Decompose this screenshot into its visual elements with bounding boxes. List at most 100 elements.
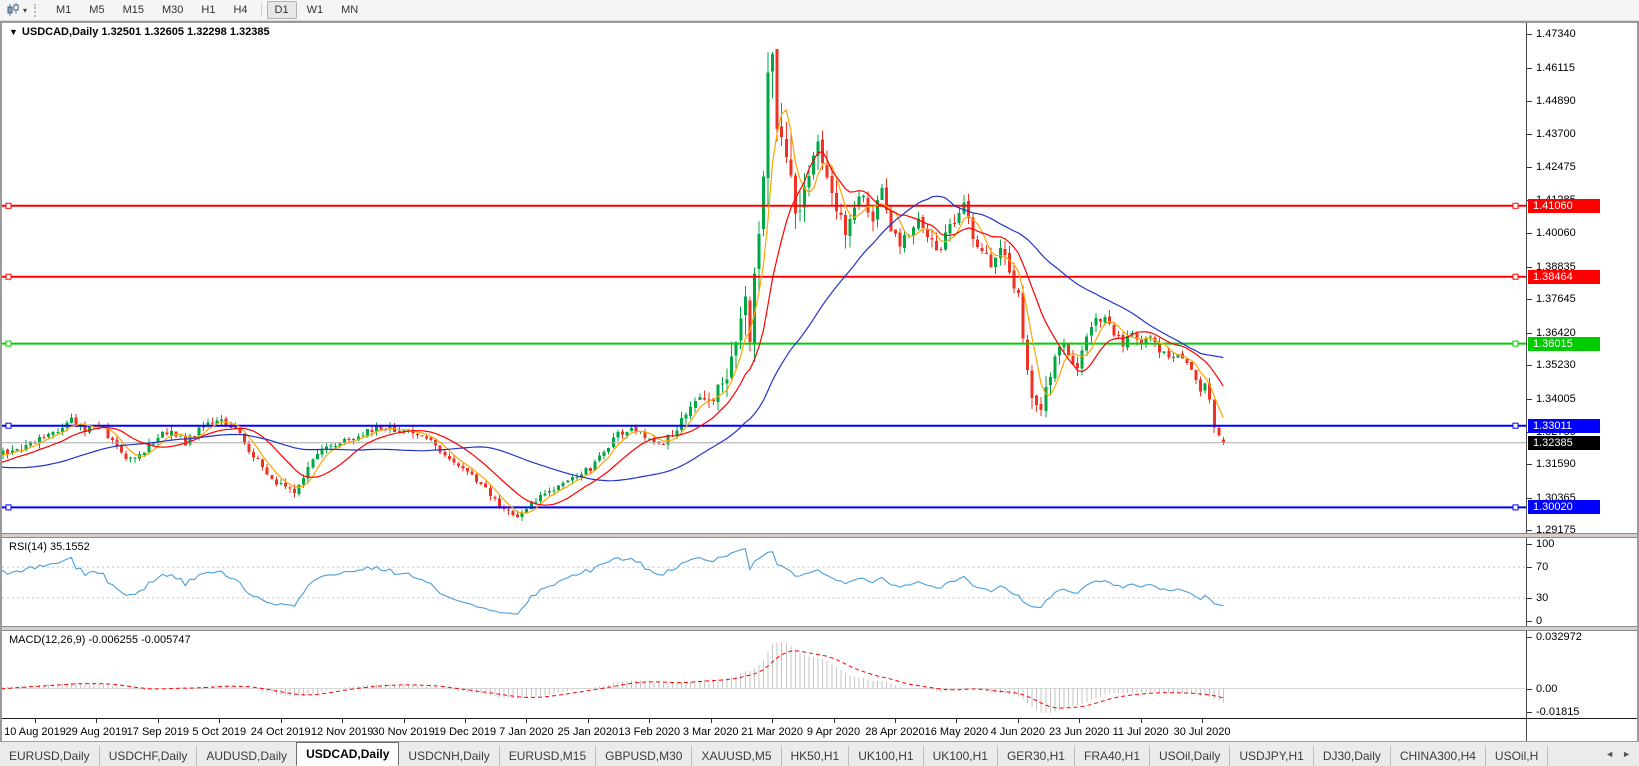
rsi-axis: 100 70 30 0 — [1526, 538, 1637, 627]
timeframe-button-w1[interactable]: W1 — [306, 4, 324, 16]
time-axis-label: 11 Jul 2020 — [1112, 726, 1169, 738]
price-axis-label: 1.44890 — [1536, 95, 1576, 108]
chart-tab-uk100-h1[interactable]: UK100,H1 — [924, 746, 998, 766]
time-axis-label: 24 Oct 2019 — [250, 726, 311, 738]
rsi-axis-tick — [1527, 621, 1532, 622]
tab-scroll-right-button[interactable]: ► — [1622, 749, 1631, 759]
price-axis-label: 1.47340 — [1536, 28, 1576, 41]
chart-tab-xauusd-m5[interactable]: XAUUSD,M5 — [692, 746, 782, 766]
macd-axis: 0.032972 0.00 -0.01815 — [1526, 631, 1637, 718]
time-axis-tick — [96, 719, 98, 723]
pane-splitter-macd[interactable] — [2, 626, 1637, 631]
time-axis: 10 Aug 2019 29 Aug 2019 17 Sep 2019 5 Oct 2… — [2, 718, 1637, 745]
chart-tab-hk50-h1[interactable]: HK50,H1 — [782, 746, 850, 766]
macd-axis-tick — [1527, 637, 1532, 639]
time-axis-label: 7 Jan 2020 — [499, 726, 554, 738]
time-axis-tick — [219, 719, 221, 723]
time-axis-label: 9 Apr 2020 — [806, 726, 861, 738]
time-axis-tick — [280, 719, 282, 723]
rsi-pane: RSI(14) 35.1552 100 70 30 0 — [2, 538, 1637, 627]
time-axis-label: 19 Dec 2019 — [433, 726, 497, 738]
chart-type-dropdown-caret-icon[interactable]: ▾ — [23, 5, 28, 15]
timeframe-button-h4[interactable]: H4 — [233, 4, 248, 16]
rsi-axis-label: 70 — [1536, 561, 1549, 574]
chart-tab-usoil-daily[interactable]: USOil,Daily — [1150, 746, 1231, 766]
time-axis-tick — [587, 719, 589, 723]
rsi-axis-tick — [1527, 597, 1532, 599]
time-axis-label: 30 Jul 2020 — [1173, 726, 1231, 738]
price-axis-tick — [1527, 167, 1532, 169]
price-axis-tick — [1527, 133, 1532, 135]
rsi-chart-canvas[interactable] — [2, 538, 1527, 626]
chart-tab-dj30-daily[interactable]: DJ30,Daily — [1314, 746, 1391, 766]
time-axis-label: 29 Aug 2019 — [65, 726, 128, 738]
chart-tab-usoil-h[interactable]: USOil,H — [1486, 746, 1549, 766]
chart-tab-eurusd-m15[interactable]: EURUSD,M15 — [500, 746, 597, 766]
price-axis-tick — [1527, 497, 1532, 499]
price-tag-hline: 1.30020 — [1528, 500, 1600, 515]
time-axis-tick — [526, 719, 528, 723]
macd-axis-tick — [1527, 688, 1532, 690]
timeframe-button-m30[interactable]: M30 — [161, 4, 184, 16]
pane-splitter-rsi[interactable] — [2, 533, 1637, 538]
timeframe-button-d1[interactable]: D1 — [266, 1, 297, 19]
chart-tab-audusd-daily[interactable]: AUDUSD,Daily — [197, 746, 298, 766]
main-price-pane: ▼ USDCAD,Daily 1.32501 1.32605 1.32298 1.… — [2, 23, 1637, 536]
chart-tab-usdchf-daily[interactable]: USDCHF,Daily — [100, 746, 198, 766]
rsi-axis-label: 100 — [1536, 538, 1555, 550]
chart-ohlc-values: 1.32501 1.32605 1.32298 1.32385 — [101, 26, 270, 38]
time-axis-tick — [1017, 719, 1019, 723]
time-axis-tick — [710, 719, 712, 723]
collapse-icon[interactable]: ▼ — [9, 27, 18, 37]
chart-tab-usdcad-daily[interactable]: USDCAD,Daily — [296, 742, 400, 766]
price-tag-hline: 1.36015 — [1528, 336, 1600, 351]
time-axis-tick — [772, 719, 774, 723]
price-axis-tick — [1527, 34, 1532, 36]
chart-tab-usdjpy-h1[interactable]: USDJPY,H1 — [1230, 746, 1314, 766]
price-axis-label: 1.31590 — [1536, 458, 1576, 471]
time-axis-tick — [342, 719, 344, 723]
time-axis-corner — [1526, 719, 1637, 745]
timeframe-button-mn[interactable]: MN — [341, 4, 359, 16]
timeframe-button-m15[interactable]: M15 — [122, 4, 144, 16]
time-axis-label: 25 Jan 2020 — [557, 726, 619, 738]
price-tag-current: 1.32385 — [1528, 435, 1600, 450]
price-axis-label: 1.38835 — [1536, 260, 1576, 273]
macd-indicator-label: MACD(12,26,9) -0.006255 -0.005747 — [9, 634, 191, 646]
timeframe-button-m1[interactable]: M1 — [56, 4, 72, 16]
macd-chart-canvas[interactable] — [2, 631, 1527, 718]
chart-header: ▼ USDCAD,Daily 1.32501 1.32605 1.32298 1.… — [9, 26, 270, 38]
price-axis-tick — [1527, 233, 1532, 235]
chart-tab-bar: EURUSD,Daily USDCHF,Daily AUDUSD,Daily USDC… — [0, 741, 1639, 766]
time-axis-label: 30 Nov 2019 — [372, 726, 435, 738]
chart-tab-fra40-h1[interactable]: FRA40,H1 — [1075, 746, 1151, 766]
time-axis-label: 3 Mar 2020 — [682, 726, 739, 738]
time-axis-tick — [1140, 719, 1142, 723]
timeframe-button-h1[interactable]: H1 — [201, 4, 216, 16]
time-axis-tick — [833, 719, 835, 723]
date-labels: 10 Aug 2019 29 Aug 2019 17 Sep 2019 5 Oct 2… — [2, 719, 1527, 745]
chart-tab-china300-h4[interactable]: CHINA300,H4 — [1391, 746, 1486, 766]
price-axis-label: 1.42475 — [1536, 161, 1576, 174]
macd-pane: MACD(12,26,9) -0.006255 -0.005747 0.0329… — [2, 631, 1637, 718]
price-axis: 1.473401.461151.448901.437001.424751.412… — [1526, 23, 1637, 536]
price-axis-tick — [1527, 365, 1532, 367]
candlestick-chart-icon[interactable] — [3, 2, 23, 18]
chart-tab-uk100-h1[interactable]: UK100,H1 — [849, 746, 924, 766]
toolbar-grip-handle[interactable] — [34, 3, 40, 17]
time-axis-tick — [1079, 719, 1081, 723]
time-axis-label: 23 Jun 2020 — [1048, 726, 1110, 738]
price-axis-label: 1.34005 — [1536, 392, 1576, 405]
price-axis-tick — [1527, 530, 1532, 532]
chart-tab-ger30-h1[interactable]: GER30,H1 — [998, 746, 1075, 766]
chart-tab-eurusd-daily[interactable]: EURUSD,Daily — [0, 746, 100, 766]
price-axis-label: 1.40060 — [1536, 227, 1576, 240]
chart-symbol-label: USDCAD,Daily — [21, 26, 99, 38]
price-axis-tick — [1527, 67, 1532, 69]
timeframe-button-m5[interactable]: M5 — [89, 4, 105, 16]
price-axis-tick — [1527, 398, 1532, 400]
tab-scroll-left-button[interactable]: ◄ — [1605, 749, 1615, 759]
chart-tab-usdcnh-daily[interactable]: USDCNH,Daily — [399, 746, 500, 766]
price-chart-canvas[interactable] — [2, 23, 1527, 533]
chart-tab-gbpusd-m30[interactable]: GBPUSD,M30 — [596, 746, 693, 766]
